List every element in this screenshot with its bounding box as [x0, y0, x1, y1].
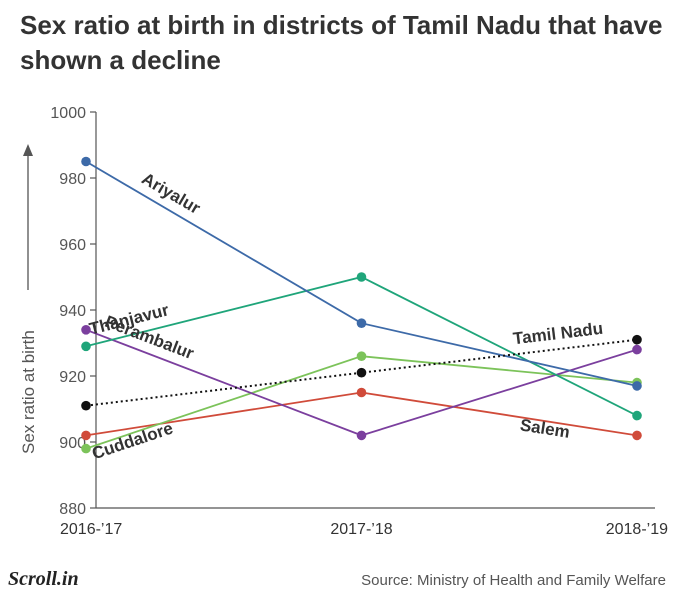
x-tick-label: 2018-’19: [606, 521, 668, 538]
source-note: Source: Ministry of Health and Family We…: [361, 572, 666, 589]
y-axis-arrow-head: [23, 144, 33, 156]
series-label-cuddalore: Cuddalore: [90, 419, 176, 464]
data-point-salem: [81, 430, 91, 441]
data-point-thanjavur: [356, 272, 367, 282]
data-point-ariyalur: [81, 156, 91, 167]
chart-title: Sex ratio at birth in districts of Tamil…: [20, 10, 663, 75]
data-point-tamil-nadu: [356, 367, 367, 378]
data-point-cuddalore: [356, 351, 367, 362]
data-point-perambalur: [632, 344, 642, 355]
data-point-thanjavur: [81, 341, 91, 352]
data-point-cuddalore: [81, 443, 91, 454]
data-point-tamil-nadu: [632, 334, 642, 345]
data-point-tamil-nadu: [81, 400, 91, 411]
y-tick-label: 900: [59, 435, 86, 452]
data-point-salem: [632, 430, 642, 441]
data-point-ariyalur: [632, 381, 642, 391]
chart-data-points: [81, 156, 642, 454]
data-point-ariyalur: [356, 318, 367, 329]
y-axis-label: Sex ratio at birth: [19, 330, 38, 454]
x-tick-label: 2017-’18: [330, 521, 392, 538]
y-tick-label: 920: [59, 369, 86, 386]
y-tick-label: 960: [59, 237, 86, 254]
data-point-perambalur: [81, 325, 91, 335]
series-label-tamil-nadu: Tamil Nadu: [512, 319, 604, 349]
chart-series-lines: [85, 160, 638, 450]
series-label-salem: Salem: [519, 415, 571, 441]
x-tick-label: 2016-’17: [60, 521, 122, 538]
y-tick-label: 940: [59, 303, 86, 320]
y-tick-label: 1000: [50, 105, 86, 122]
data-point-thanjavur: [632, 410, 642, 421]
chart-axes: 880 900 920 940 960 980 1000 2016-’17 2017-’18 20…: [19, 105, 668, 538]
scroll-logo: Scroll.in: [8, 568, 79, 590]
data-point-salem: [356, 387, 367, 398]
y-tick-label: 880: [59, 501, 86, 518]
y-tick-label: 980: [59, 171, 86, 188]
data-point-perambalur: [356, 430, 367, 441]
